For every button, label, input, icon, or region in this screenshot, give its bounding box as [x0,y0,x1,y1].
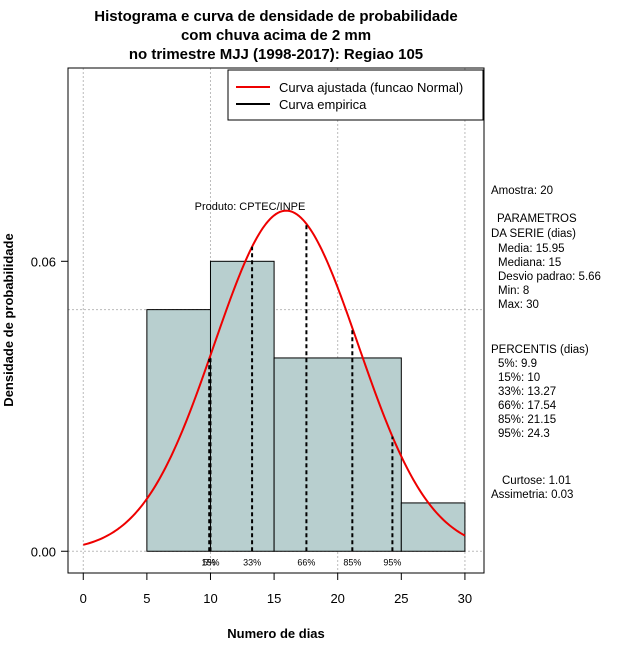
params-title-2: DA SERIE (dias) [491,228,576,240]
params-title-1: PARAMETROS [497,213,577,225]
histogram-bar-1 [209,260,275,552]
y-tick-label-1: 0.06 [31,254,56,269]
normal-curve [83,209,466,546]
y-axis-label: Densidade de probabilidade [1,233,16,406]
stat-media: Media: 15.95 [498,243,565,255]
y-tick-label-0: 0.00 [31,544,56,559]
statistics-panel: Amostra: 20 PARAMETROS DA SERIE (dias) M… [491,185,601,501]
sample-size: Amostra: 20 [491,185,553,197]
percentile-label-0: 5% [203,557,216,567]
histogram-bars [146,260,466,552]
x-tick-label-1: 5 [143,591,150,606]
pct-85: 85%: 21.15 [498,414,556,426]
stat-max: Max: 30 [498,299,539,311]
legend-label-empirical: Curva empirica [279,97,367,112]
stat-mediana: Mediana: 15 [498,257,561,269]
pct-95: 95%: 24.3 [498,428,550,440]
pct-66: 66%: 17.54 [498,400,557,412]
legend-label-normal: Curva ajustada (funcao Normal) [279,80,463,95]
chart-title-line-2: com chuva acima de 2 mm [181,27,371,44]
percentile-label-3: 66% [297,557,315,567]
x-tick-label-3: 15 [267,591,281,606]
percentile-label-2: 33% [243,557,261,567]
pct-15: 15%: 10 [498,372,540,384]
pct-5: 5%: 9.9 [498,358,537,370]
histogram-bar-3 [400,502,466,552]
x-tick-label-5: 25 [394,591,408,606]
stat-desvio: Desvio padrao: 5.66 [498,271,601,283]
percentiles-title: PERCENTIS (dias) [491,344,589,356]
x-axis: 0 5 10 15 20 25 30 [80,572,472,606]
legend-box [227,69,484,121]
percentile-label-5: 95% [383,557,401,567]
percentile-lines: 5%15% 33% 66% 85% 95% [201,223,401,567]
chart-title-line-3: no trimestre MJJ (1998-2017): Regiao 105 [129,46,423,63]
histogram-bar-0 [146,309,211,552]
percentile-label-4: 85% [343,557,361,567]
pct-33: 33%: 13.27 [498,386,556,398]
stat-assimetria: Assimetria: 0.03 [491,489,573,501]
x-tick-label-2: 10 [203,591,217,606]
chart-title-line-1: Histograma e curva de densidade de proba… [94,8,457,25]
product-annotation: Produto: CPTEC/INPE [195,201,306,213]
x-axis-label: Numero de dias [227,626,325,641]
percentile-label-1: 15% [201,557,219,567]
legend: Curva ajustada (funcao Normal) Curva emp… [227,69,484,121]
stat-min: Min: 8 [498,285,529,297]
x-tick-label-0: 0 [80,591,87,606]
x-tick-label-6: 30 [458,591,472,606]
histogram-bar-2 [273,357,402,552]
x-tick-label-4: 20 [330,591,344,606]
stat-curtose: Curtose: 1.01 [502,475,571,487]
y-axis: 0.00 0.06 [31,254,69,559]
